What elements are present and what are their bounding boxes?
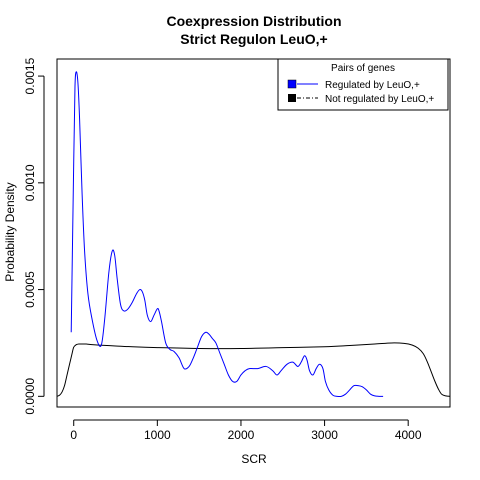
y-axis: 0.0000 0.0005 0.0010 0.0015 (23, 57, 45, 415)
legend-swatch-not-regulated (288, 94, 296, 102)
x-tick-label: 3000 (311, 428, 338, 442)
legend: Pairs of genes Regulated by LeuO,+ Not r… (277, 58, 449, 111)
plot-border (56, 58, 451, 408)
y-tick-label: 0.0010 (23, 164, 37, 201)
x-axis-label: SCR (241, 452, 267, 466)
x-tick-label: 2000 (228, 428, 255, 442)
series-layer (56, 71, 451, 398)
chart-title: Coexpression Distribution (166, 13, 341, 29)
y-tick-label: 0.0015 (23, 57, 37, 94)
legend-label-not-regulated: Not regulated by LeuO,+ (325, 94, 434, 105)
chart-subtitle: Strict Regulon LeuO,+ (180, 31, 327, 47)
y-tick-label: 0.0000 (23, 378, 37, 415)
y-axis-label: Probability Density (3, 182, 17, 281)
plot-frame (56, 58, 451, 408)
legend-title: Pairs of genes (331, 63, 395, 74)
legend-swatch-regulated (287, 79, 297, 89)
series-line-regulated (70, 71, 384, 398)
series-line-not-regulated (56, 342, 451, 397)
x-tick-label: 1000 (144, 428, 171, 442)
x-axis: 0 1000 2000 3000 4000 (70, 419, 422, 442)
y-tick-label: 0.0005 (23, 271, 37, 308)
x-tick-label: 0 (70, 428, 77, 442)
legend-label-regulated: Regulated by LeuO,+ (325, 80, 420, 91)
x-tick-label: 4000 (395, 428, 422, 442)
